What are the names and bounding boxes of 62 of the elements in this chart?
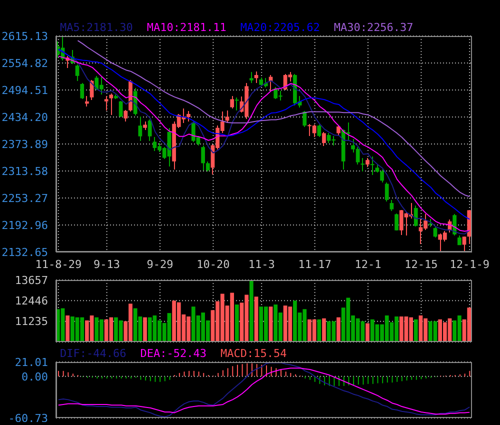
candlestick: [148, 118, 152, 142]
candlestick: [118, 100, 123, 118]
candlestick: [394, 212, 398, 231]
candlestick: [370, 156, 374, 176]
candlestick: [322, 131, 326, 147]
candlestick: [201, 145, 205, 171]
y-tick-label: 21.01: [14, 356, 48, 369]
y-tick-label: 11235: [14, 315, 48, 328]
candlestick: [433, 226, 438, 238]
x-tick-label: 10-20: [196, 258, 230, 271]
y-tick-label: 2615.13: [2, 30, 48, 43]
line-series: [77, 40, 470, 198]
series-label: MACD:15.54: [220, 347, 287, 360]
candlestick: [104, 96, 108, 111]
y-tick-label: 2192.96: [2, 218, 48, 232]
candlestick: [249, 71, 254, 84]
y-tick-label: 0.00: [22, 370, 48, 384]
candlestick: [336, 125, 340, 136]
y-tick-label: 2494.51: [2, 84, 48, 97]
y-tick-label: 2373.89: [2, 138, 48, 151]
text: MA30:2256.37: [334, 21, 414, 34]
candlestick: [360, 157, 365, 172]
y-tick-label: 13657: [14, 274, 48, 287]
candlestick: [317, 124, 322, 138]
x-tick-label: 11-8-29: [35, 258, 82, 271]
y-tick-label: 2554.82: [2, 56, 48, 70]
candlestick: [133, 87, 138, 116]
y-tick-label: 2313.58: [2, 164, 48, 178]
x-tick-label: 11-17: [298, 258, 332, 271]
candlestick: [206, 160, 210, 172]
text: DIF:-44.66: [60, 347, 126, 360]
series-label: MA5:2181.30: [60, 21, 133, 34]
candlestick: [230, 96, 234, 110]
y-tick-label: 2132.65: [2, 246, 48, 259]
x-tick-label: 12-1-9: [450, 258, 490, 271]
x-tick-label: 12-15: [404, 258, 438, 271]
text: MA10:2181.11: [146, 21, 226, 34]
candlestick: [225, 110, 230, 124]
x-tick-label: 11-3: [248, 258, 275, 271]
x-tick-label: 12-1: [354, 258, 382, 271]
y-tick-label: 12446: [14, 294, 48, 308]
candlestick: [380, 168, 384, 183]
candlestick: [80, 82, 84, 100]
candlestick: [302, 110, 307, 128]
x-tick-label: 9-29: [146, 258, 174, 271]
x-tick-label: 9-13: [94, 258, 120, 271]
text: DEA:-52.43: [140, 347, 206, 360]
candlestick: [366, 157, 370, 168]
line-series: [58, 368, 470, 415]
candlestick: [85, 96, 89, 107]
candlestick: [75, 64, 80, 82]
text: MA20:2205.62: [240, 21, 320, 34]
y-tick-label: 2253.27: [2, 192, 48, 205]
candlestick: [109, 92, 114, 116]
candlestick: [384, 182, 389, 202]
candlestick: [390, 199, 394, 212]
candlestick: [124, 109, 128, 122]
candlestick: [462, 236, 466, 252]
candlestick: [234, 96, 239, 111]
y-tick-label: -60.73: [8, 412, 48, 425]
y-tick-label: 2434.20: [2, 110, 48, 124]
candlestick: [138, 116, 142, 142]
